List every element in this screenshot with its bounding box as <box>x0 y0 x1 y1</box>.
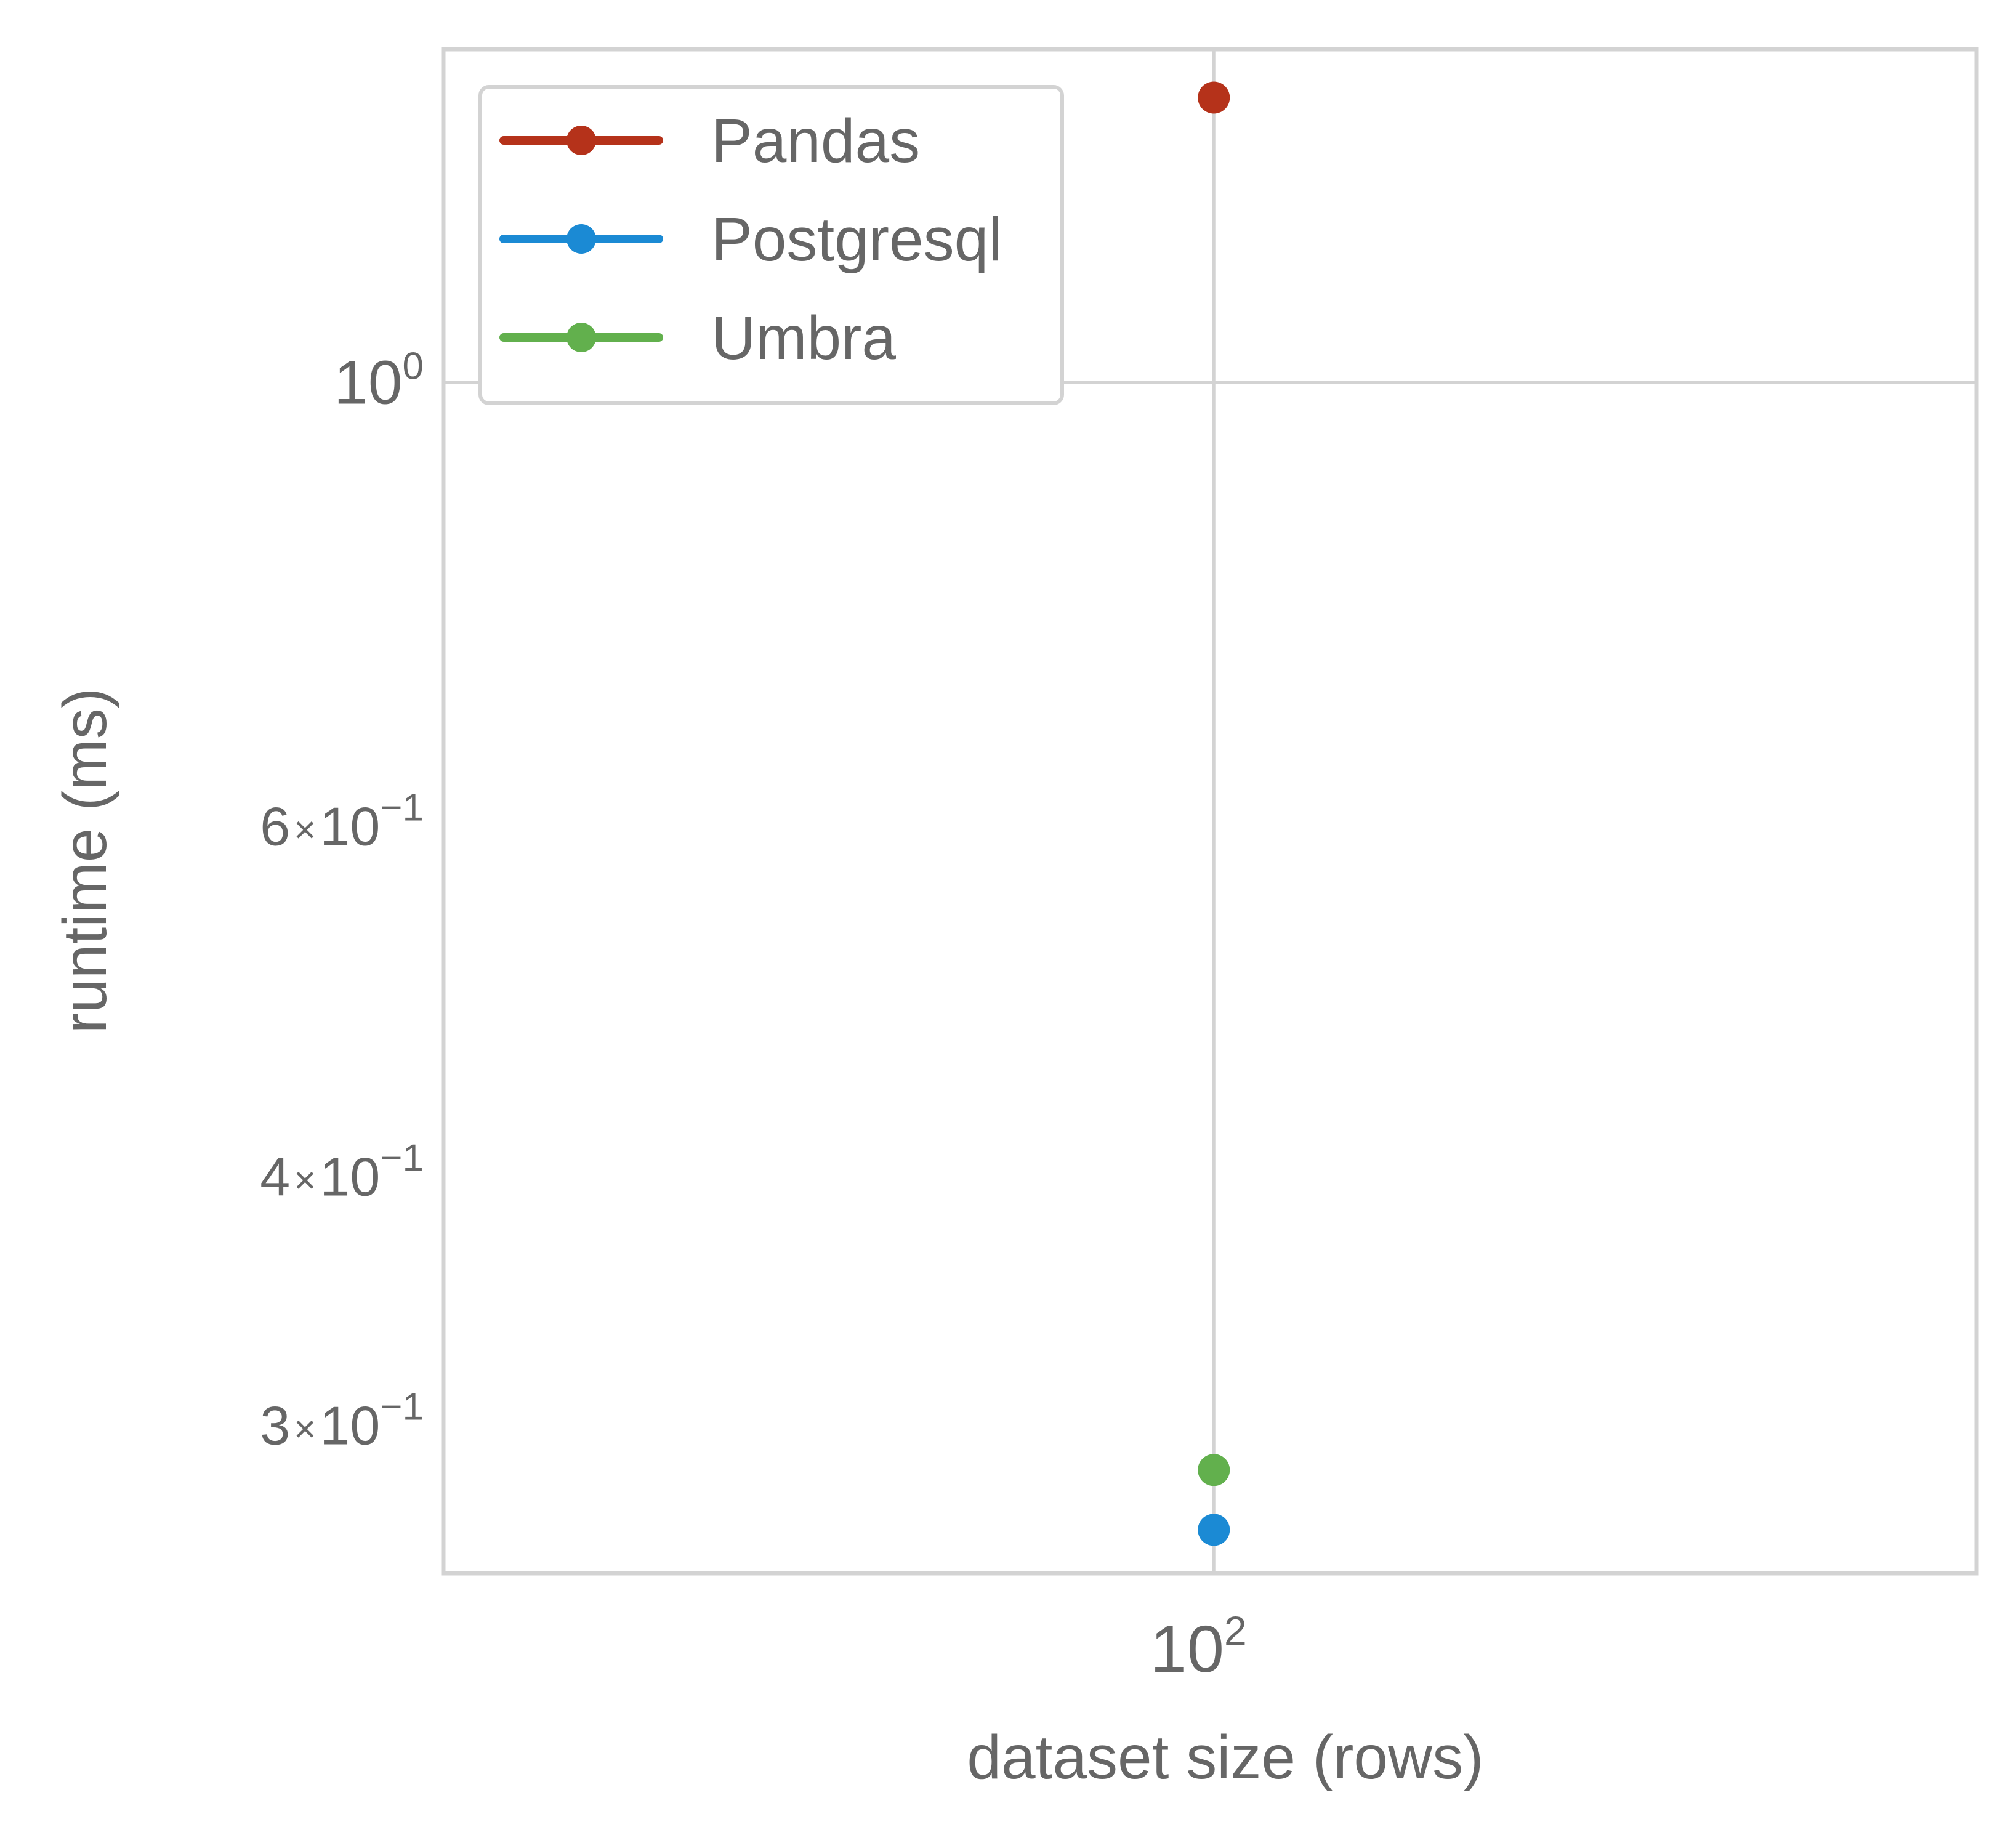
umbra-point <box>1198 1454 1230 1486</box>
y-tick-label: 6×10−1 <box>260 787 424 857</box>
legend-label-umbra: Umbra <box>711 304 896 373</box>
y-tick-label: 3×10−1 <box>260 1385 424 1456</box>
legend-label-pandas: Pandas <box>711 107 920 175</box>
ticks-layer: 100 6×10−1 4×10−1 3×10−1 102 <box>260 345 1246 1686</box>
y-axis-label: runtime (ms) <box>50 688 119 1033</box>
x-tick-label: 102 <box>1150 1608 1247 1686</box>
y-tick-label: 100 <box>334 345 424 417</box>
pandas-point <box>1198 81 1230 114</box>
legend-box <box>478 85 1064 405</box>
legend-marker-pandas <box>566 126 596 155</box>
legend-marker-postgresql <box>566 224 596 254</box>
legend-marker-umbra <box>566 323 596 352</box>
plot-frame <box>441 47 1979 1576</box>
marks-layer <box>1198 81 1230 1546</box>
y-tick-label: 4×10−1 <box>260 1137 424 1208</box>
postgresql-point <box>1198 1514 1230 1546</box>
legend: Pandas Postgresql Umbra <box>478 85 1064 405</box>
x-axis-label: dataset size (rows) <box>967 1723 1483 1792</box>
legend-label-postgresql: Postgresql <box>711 205 1002 274</box>
